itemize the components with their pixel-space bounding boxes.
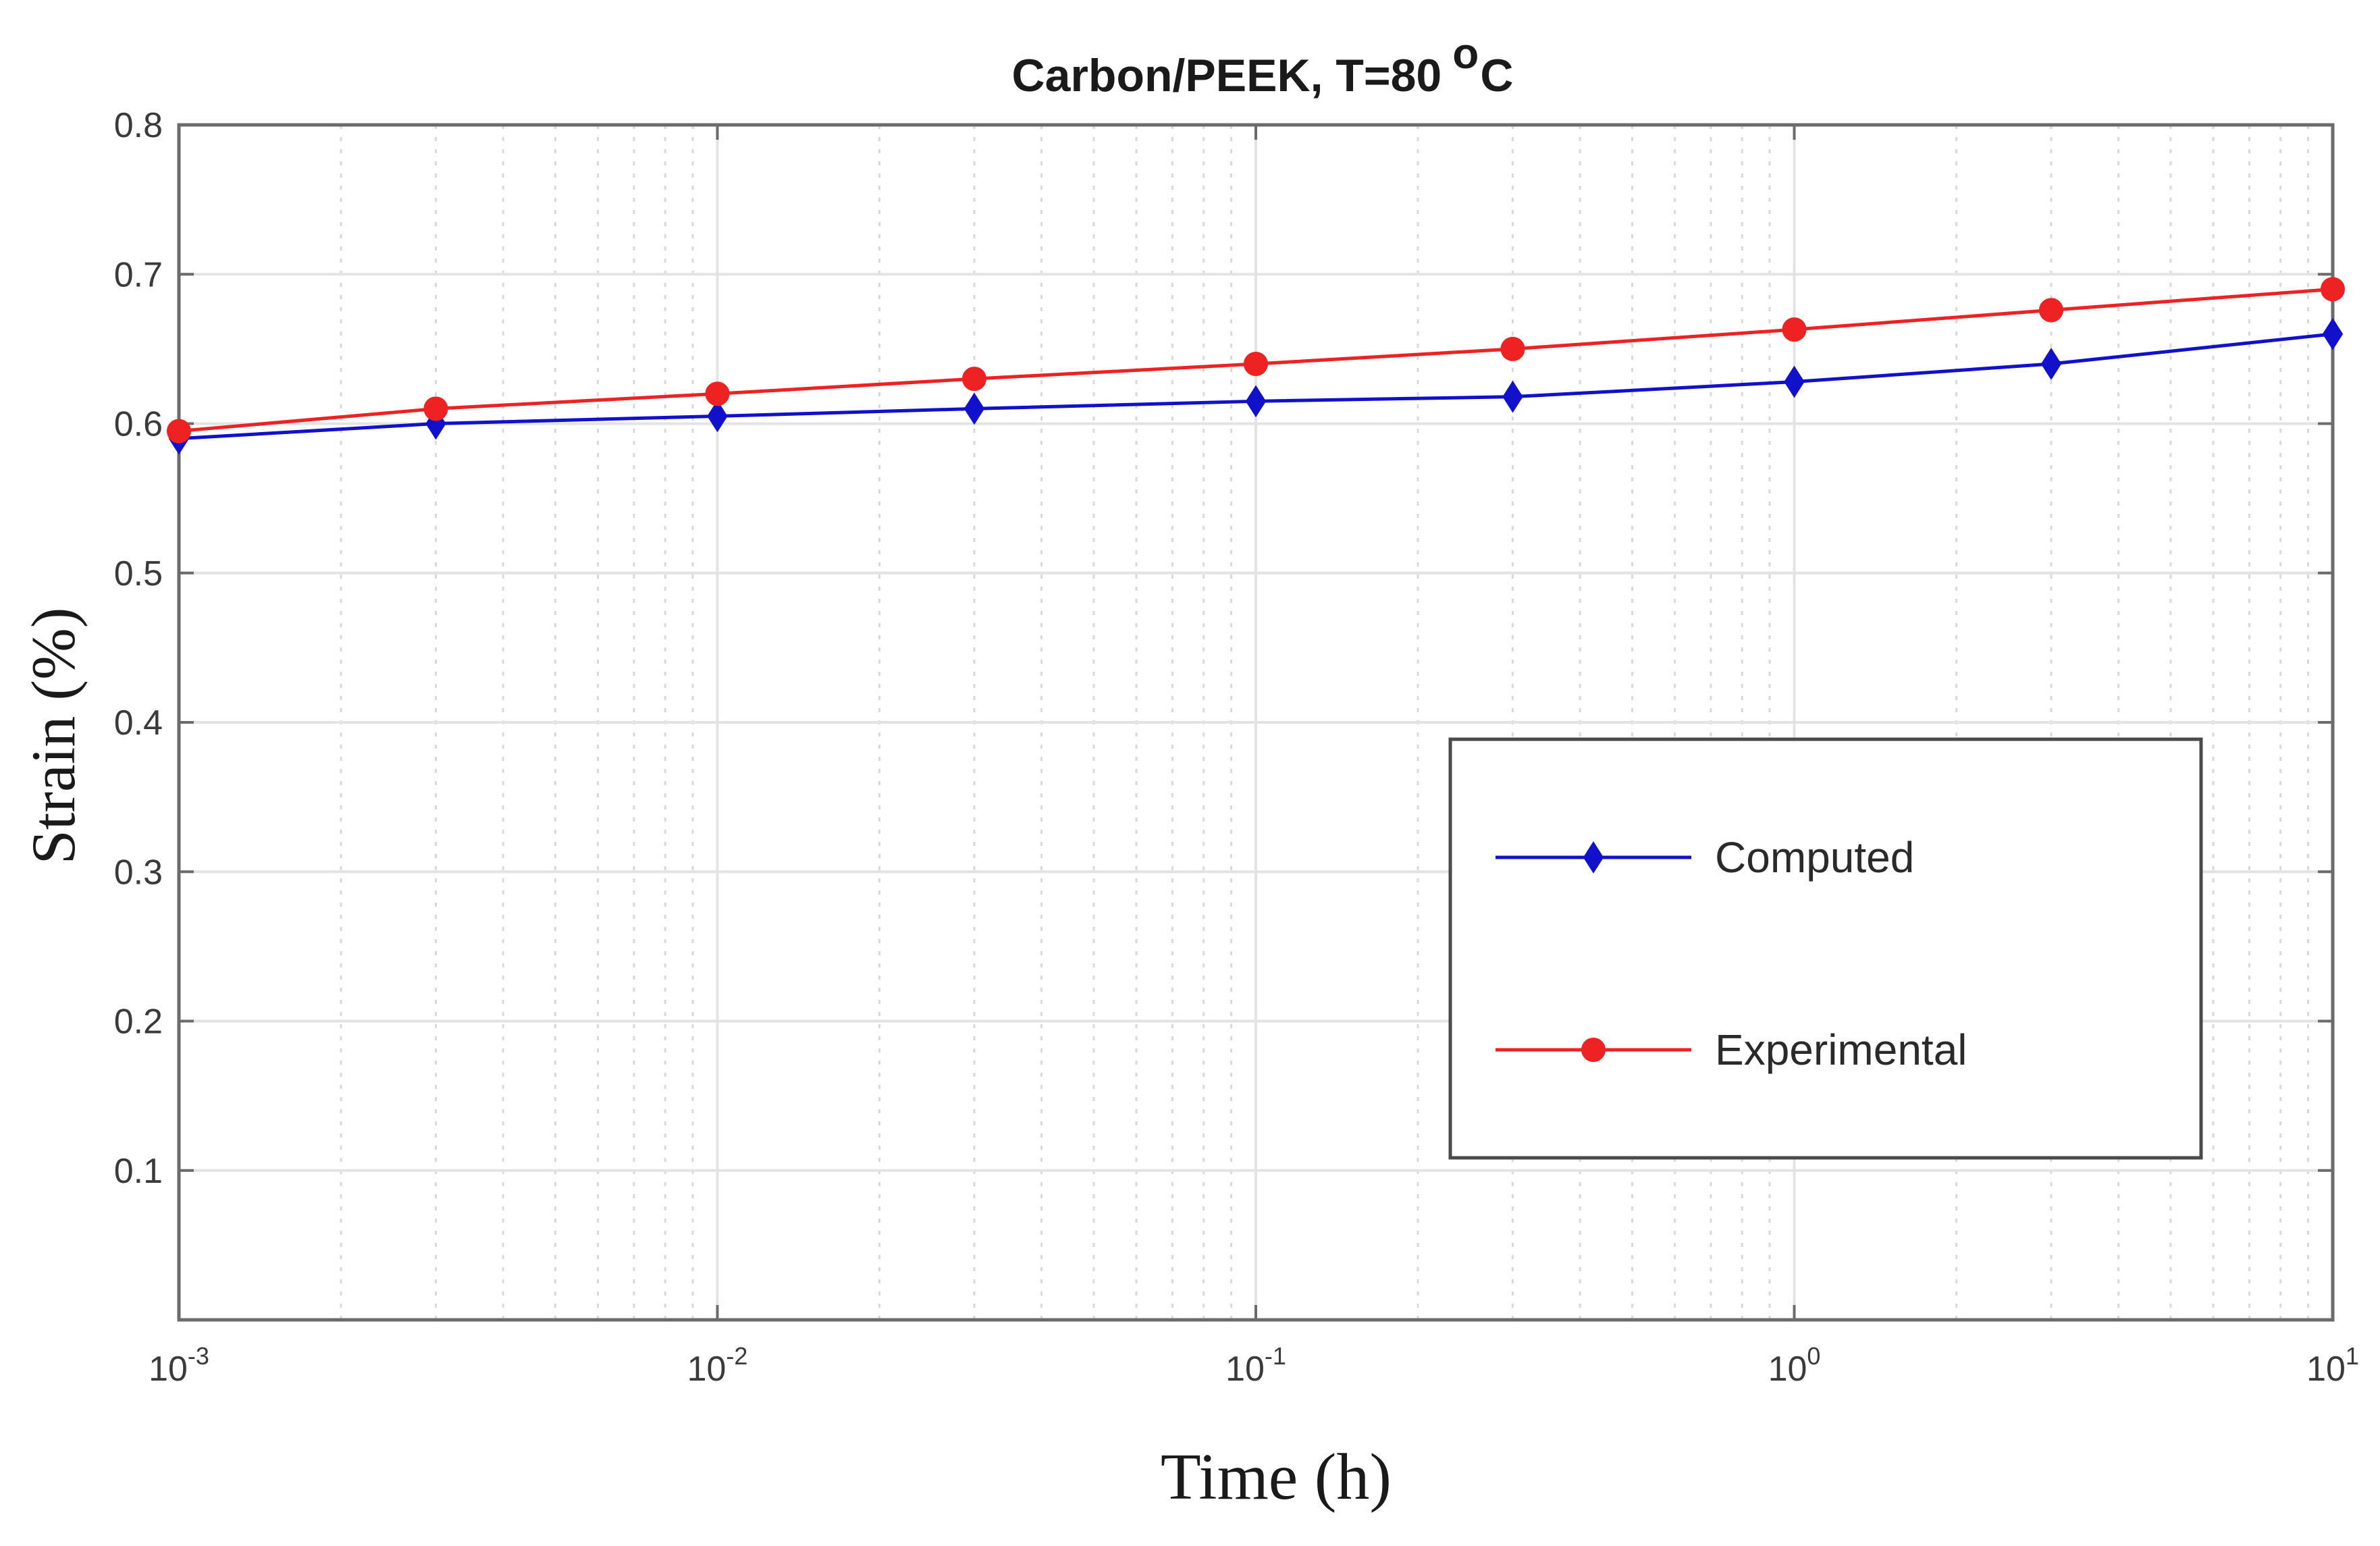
data-point-experimental bbox=[1500, 336, 1525, 361]
x-tick-label: 10-3 bbox=[149, 1342, 209, 1389]
data-point-experimental bbox=[962, 367, 987, 392]
legend-swatch-marker bbox=[1581, 1038, 1606, 1062]
y-tick-label: 0.8 bbox=[114, 106, 163, 145]
data-point-computed bbox=[707, 400, 728, 433]
x-tick-label: 10-1 bbox=[1225, 1342, 1286, 1389]
series-experimental bbox=[167, 277, 2345, 444]
legend-swatch-marker bbox=[1583, 841, 1604, 874]
data-point-computed bbox=[1245, 385, 1267, 418]
data-point-experimental bbox=[2321, 277, 2345, 302]
y-tick-label: 0.4 bbox=[114, 703, 163, 743]
y-tick-label: 0.6 bbox=[114, 405, 163, 444]
data-point-computed bbox=[2040, 348, 2062, 380]
x-tick-label: 10-2 bbox=[687, 1342, 748, 1389]
data-point-experimental bbox=[1782, 317, 1807, 342]
legend-label: Computed bbox=[1715, 833, 1914, 882]
y-tick-label: 0.3 bbox=[114, 853, 163, 892]
y-tick-label: 0.5 bbox=[114, 554, 163, 593]
data-point-experimental bbox=[167, 419, 191, 444]
chart-title: Carbon/PEEK, T=80 oC bbox=[1012, 29, 1514, 101]
ticks: 0.1 0.2 0.3 0.4 0.5 0.6 0.7 0.8 10-3 10-2 10-1 100 1… bbox=[114, 106, 2359, 1389]
legend-label: Experimental bbox=[1715, 1025, 1967, 1074]
data-point-computed bbox=[2322, 317, 2344, 350]
x-tick-label: 101 bbox=[2306, 1342, 2359, 1389]
data-point-experimental bbox=[2039, 298, 2064, 323]
y-axis-label: Strain (%) bbox=[19, 608, 88, 865]
x-axis-label: Time (h) bbox=[1161, 1441, 1392, 1514]
legend-box bbox=[1448, 737, 2203, 1160]
y-tick-label: 0.1 bbox=[114, 1152, 163, 1191]
series-layer bbox=[167, 277, 2345, 455]
y-tick-label: 0.2 bbox=[114, 1003, 163, 1042]
legend: Computed Experimental bbox=[1448, 737, 2203, 1160]
data-point-experimental bbox=[705, 381, 730, 406]
y-tick-label: 0.7 bbox=[114, 255, 163, 294]
data-point-computed bbox=[963, 392, 985, 425]
x-tick-label: 100 bbox=[1768, 1342, 1821, 1389]
legend-item-computed: Computed bbox=[1496, 833, 1914, 882]
data-point-computed bbox=[1784, 365, 1805, 398]
data-point-experimental bbox=[423, 396, 448, 421]
data-point-computed bbox=[1502, 380, 1523, 413]
data-point-experimental bbox=[1244, 352, 1268, 376]
legend-item-experimental: Experimental bbox=[1496, 1025, 1967, 1074]
